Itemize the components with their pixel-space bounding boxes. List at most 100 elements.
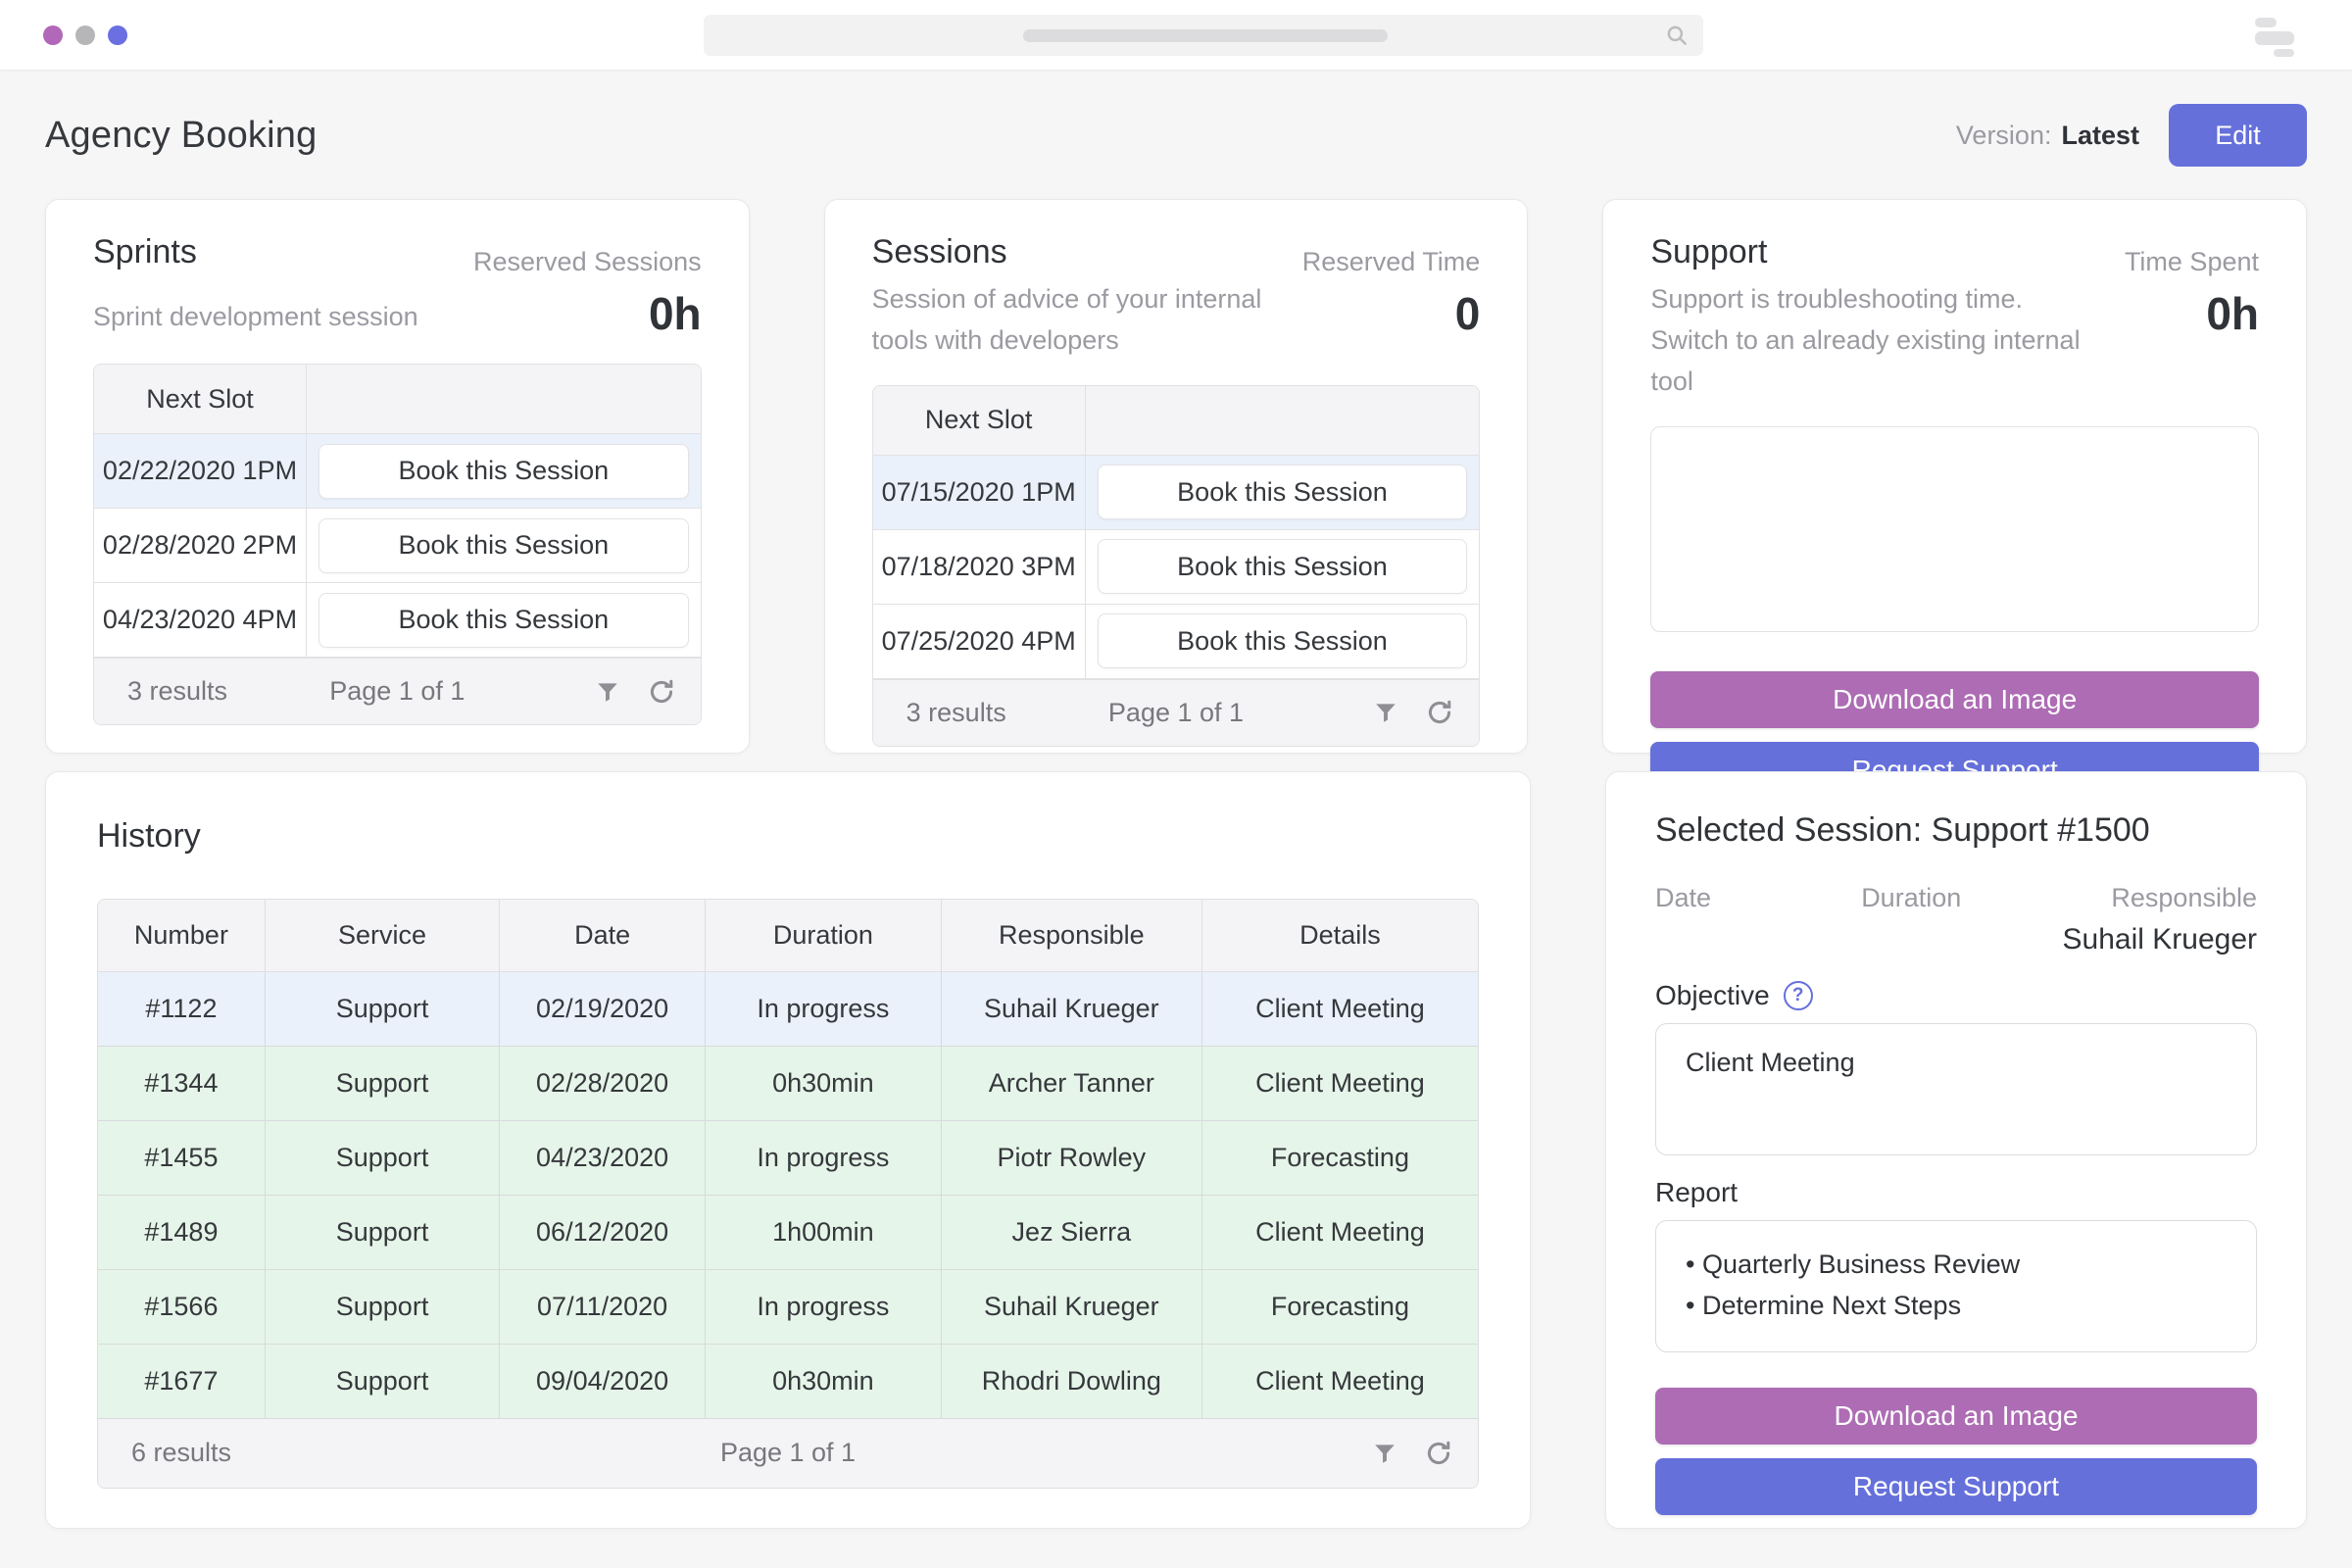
table-row[interactable]: #1677 Support 09/04/2020 0h30min Rhodri … — [98, 1344, 1478, 1419]
cell-duration: In progress — [705, 1269, 942, 1345]
page-title: Agency Booking — [45, 114, 318, 156]
book-session-button[interactable]: Book this Session — [1097, 465, 1468, 520]
column-header-duration: Duration — [705, 900, 942, 972]
sprints-metric-value: 0h — [648, 288, 702, 339]
slot-datetime: 07/25/2020 4PM — [873, 604, 1086, 678]
cell-responsible: Rhodri Dowling — [941, 1344, 1202, 1419]
download-image-button[interactable]: Download an Image — [1650, 670, 2259, 728]
cell-number: #1344 — [98, 1046, 266, 1121]
support-notes-box[interactable] — [1650, 425, 2259, 632]
sessions-slot-table: Next Slot 07/15/2020 1PM Book this Sessi… — [871, 384, 1481, 747]
table-row[interactable]: #1122 Support 02/19/2020 In progress Suh… — [98, 971, 1478, 1047]
sprints-metric-label: Reserved Sessions — [473, 247, 702, 276]
cell-date: 02/19/2020 — [499, 971, 706, 1047]
report-field[interactable]: Quarterly Business Review Determine Next… — [1655, 1220, 2257, 1352]
sprints-card: Sprints Sprint development session Reser… — [45, 199, 750, 754]
column-header-date: Date — [499, 900, 706, 972]
objective-label: Objective — [1655, 980, 1770, 1010]
table-row[interactable]: #1566 Support 07/11/2020 In progress Suh… — [98, 1269, 1478, 1345]
column-header-responsible: Responsible — [941, 900, 1202, 972]
search-input[interactable] — [704, 15, 1703, 56]
slot-row: 04/23/2020 4PM Book this Session — [94, 583, 701, 658]
objective-value: Client Meeting — [1686, 1048, 1855, 1077]
duration-label: Duration — [1861, 883, 1962, 912]
column-header-number: Number — [98, 900, 266, 972]
cell-details: Forecasting — [1201, 1120, 1478, 1196]
version-value: Latest — [2061, 120, 2139, 150]
slot-datetime: 02/22/2020 1PM — [94, 434, 307, 508]
support-metric-value: 0h — [2206, 288, 2259, 339]
date-label: Date — [1655, 883, 1712, 912]
refresh-icon[interactable] — [1425, 1440, 1452, 1467]
history-card: History Number Service Date Duration Res… — [45, 771, 1531, 1529]
refresh-icon[interactable] — [648, 678, 675, 706]
cell-date: 06/12/2020 — [499, 1195, 706, 1270]
cell-number: #1566 — [98, 1269, 266, 1345]
cell-date: 02/28/2020 — [499, 1046, 706, 1121]
request-support-button[interactable]: Request Support — [1655, 1458, 2257, 1515]
help-icon[interactable]: ? — [1783, 981, 1813, 1010]
table-row[interactable]: #1455 Support 04/23/2020 In progress Pio… — [98, 1120, 1478, 1196]
book-session-button[interactable]: Book this Session — [318, 517, 689, 573]
history-header-row: Number Service Date Duration Responsible… — [98, 900, 1478, 972]
sprints-column-header: Next Slot — [94, 365, 307, 433]
sessions-metric-label: Reserved Time — [1301, 247, 1481, 276]
book-session-button[interactable]: Book this Session — [1097, 539, 1468, 595]
slot-datetime: 02/28/2020 2PM — [94, 509, 307, 582]
cell-details: Client Meeting — [1201, 1344, 1478, 1419]
slot-row: 02/28/2020 2PM Book this Session — [94, 509, 701, 583]
report-item: Determine Next Steps — [1686, 1286, 2227, 1327]
responsible-label: Responsible — [2111, 883, 2257, 912]
support-subtitle-line2: Switch to an already existing internal t… — [1650, 324, 2081, 396]
table-row[interactable]: #1344 Support 02/28/2020 0h30min Archer … — [98, 1046, 1478, 1121]
column-header-service: Service — [265, 900, 501, 972]
book-session-button[interactable]: Book this Session — [318, 592, 689, 648]
history-title: History — [97, 817, 201, 855]
objective-field[interactable]: Client Meeting — [1655, 1023, 2257, 1155]
browser-top-bar — [0, 0, 2352, 71]
window-dot-indigo[interactable] — [108, 24, 127, 45]
menu-icon[interactable] — [2244, 14, 2309, 57]
sprints-title: Sprints — [93, 233, 197, 270]
filter-icon[interactable] — [1372, 1441, 1397, 1466]
window-controls — [43, 24, 127, 45]
cell-service: Support — [265, 1344, 501, 1419]
search-placeholder-line — [1023, 29, 1388, 42]
cell-duration: In progress — [705, 1120, 942, 1196]
cell-service: Support — [265, 1120, 501, 1196]
cell-details: Client Meeting — [1201, 1195, 1478, 1270]
table-row[interactable]: #1489 Support 06/12/2020 1h00min Jez Sie… — [98, 1195, 1478, 1270]
support-metric-label: Time Spent — [2124, 247, 2259, 276]
cell-details: Client Meeting — [1201, 971, 1478, 1047]
cell-date: 04/23/2020 — [499, 1120, 706, 1196]
support-card: Support Support is troubleshooting time.… — [1602, 199, 2307, 799]
cell-details: Forecasting — [1201, 1269, 1478, 1345]
cell-service: Support — [265, 971, 501, 1047]
filter-icon[interactable] — [1373, 700, 1398, 725]
slot-row: 07/25/2020 4PM Book this Session — [872, 604, 1480, 679]
results-count: 6 results — [131, 1438, 232, 1467]
window-dot-gray[interactable] — [75, 24, 95, 45]
sessions-metric-value: 0 — [1454, 288, 1481, 339]
window-dot-purple[interactable] — [43, 24, 63, 45]
results-count: 3 results — [127, 676, 228, 706]
download-image-button[interactable]: Download an Image — [1655, 1388, 2257, 1445]
history-table: Number Service Date Duration Responsible… — [97, 899, 1479, 1489]
filter-icon[interactable] — [595, 679, 620, 705]
slot-row: 02/22/2020 1PM Book this Session — [94, 434, 701, 509]
slot-datetime: 04/23/2020 4PM — [94, 583, 307, 657]
version-label: Version: — [1955, 120, 2052, 150]
cell-duration: 0h30min — [705, 1046, 942, 1121]
search-icon[interactable] — [1664, 23, 1690, 53]
book-session-button[interactable]: Book this Session — [1097, 613, 1468, 669]
report-label: Report — [1655, 1177, 1739, 1207]
book-session-button[interactable]: Book this Session — [318, 443, 689, 499]
sprints-slot-table: Next Slot 02/22/2020 1PM Book this Sessi… — [93, 364, 702, 725]
slot-datetime: 07/15/2020 1PM — [873, 455, 1086, 529]
responsible-value: Suhail Krueger — [2062, 923, 2257, 956]
sprints-subtitle: Sprint development session — [93, 302, 418, 331]
results-count: 3 results — [906, 697, 1006, 727]
refresh-icon[interactable] — [1426, 699, 1453, 726]
edit-button[interactable]: Edit — [2169, 104, 2307, 167]
cell-service: Support — [265, 1195, 501, 1270]
